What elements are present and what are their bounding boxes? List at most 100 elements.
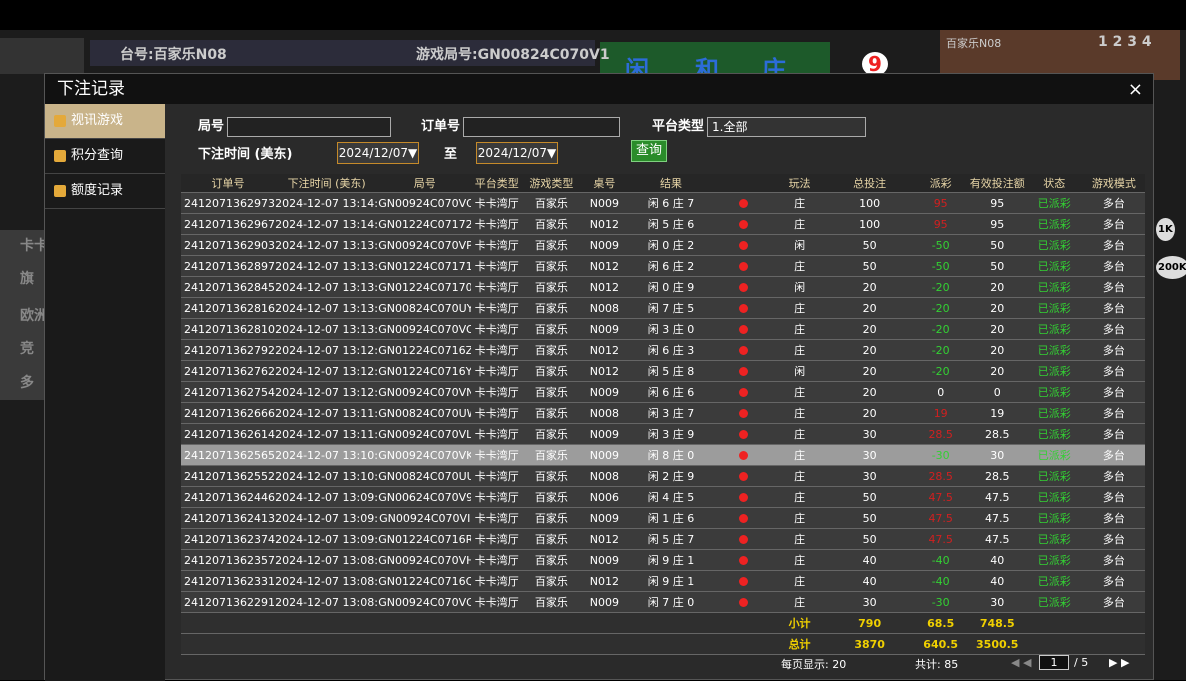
cell: 多台 (1082, 570, 1145, 592)
cell: 闲 3 庄 0 (628, 318, 714, 340)
cell: 2024-12-07 13:13:06 (275, 318, 379, 340)
cell: N012 (580, 360, 629, 382)
cell: 2024-12-07 13:13:51 (275, 234, 379, 256)
record-row: 2412071362614442024-12-07 13:11:19GN0092… (181, 423, 1145, 445)
cell: 241207136244601 (181, 486, 276, 508)
replay-icon[interactable] (738, 388, 748, 397)
cell: 30 (826, 444, 913, 466)
replay-cell (713, 486, 773, 508)
replay-icon[interactable] (738, 220, 748, 229)
replay-cell (713, 423, 773, 445)
cell: 241207136281699 (181, 297, 276, 319)
cell: 闲 (772, 360, 827, 382)
cell: 2024-12-07 13:13:21 (275, 276, 379, 298)
cell: 30 (826, 591, 913, 613)
cell: 闲 5 庄 6 (628, 213, 714, 235)
cell: GN00924C070VP (378, 234, 472, 256)
cell: GN01224C07170 (378, 276, 472, 298)
replay-icon[interactable] (738, 241, 748, 250)
column-header: 平台类型 (471, 174, 523, 193)
replay-cell (713, 318, 773, 340)
cell: 庄 (772, 423, 827, 445)
close-button[interactable]: × (1127, 79, 1143, 100)
record-row: 2412071362565322024-12-07 13:10:51GN0092… (181, 444, 1145, 466)
prev-buttons[interactable]: ◀ ◀ (1011, 656, 1032, 669)
cell: 闲 8 庄 0 (628, 444, 714, 466)
cell: 19 (912, 402, 969, 424)
cell: 241207136237475 (181, 528, 276, 550)
replay-icon[interactable] (738, 325, 748, 334)
replay-icon[interactable] (738, 556, 748, 565)
record-row: 2412071362291472024-12-07 13:08:23GN0092… (181, 591, 1145, 613)
cell: 2024-12-07 13:11:50 (275, 402, 379, 424)
cell: 多台 (1082, 444, 1145, 466)
sidebar-item[interactable]: 额度记录 (45, 174, 165, 209)
cell: 多台 (1082, 192, 1145, 214)
replay-icon[interactable] (738, 472, 748, 481)
cell: GN00824C070UU (378, 465, 472, 487)
column-header: 游戏类型 (522, 174, 581, 193)
side-menu-item: 欧洲 (20, 308, 48, 324)
cell: 50 (968, 234, 1026, 256)
cell: 40 (826, 570, 913, 592)
cell: 闲 9 庄 1 (628, 549, 714, 571)
replay-icon[interactable] (738, 367, 748, 376)
page-input[interactable]: 1 (1039, 655, 1069, 670)
cell: 闲 3 庄 9 (628, 423, 714, 445)
search-button[interactable]: 查询 (631, 140, 668, 162)
replay-icon[interactable] (738, 199, 748, 208)
record-row: 2412071362552182024-12-07 13:10:45GN0082… (181, 465, 1145, 487)
cell: GN00924C070VQ (378, 192, 472, 214)
side-menu-item: 多 (20, 375, 34, 391)
replay-icon[interactable] (738, 262, 748, 271)
cell: 2024-12-07 13:10:51 (275, 444, 379, 466)
table-bar (90, 40, 595, 66)
replay-icon[interactable] (738, 535, 748, 544)
cell: 20 (968, 339, 1026, 361)
cell: -30 (912, 444, 969, 466)
replay-icon[interactable] (738, 493, 748, 502)
platform-select[interactable]: 1.全部 (707, 117, 866, 137)
sidebar-item[interactable]: 视讯游戏 (45, 104, 165, 139)
cell: 卡卡湾厅 (471, 213, 523, 235)
replay-icon[interactable] (738, 409, 748, 418)
per-page: 每页显示: 20 (781, 658, 847, 671)
replay-icon[interactable] (738, 283, 748, 292)
replay-icon[interactable] (738, 577, 748, 586)
cell: 多台 (1082, 381, 1145, 403)
cell: 多台 (1082, 255, 1145, 277)
replay-cell (713, 402, 773, 424)
replay-icon[interactable] (738, 598, 748, 607)
cell: -30 (912, 591, 969, 613)
cell: 95 (968, 213, 1026, 235)
cell: 100 (826, 213, 913, 235)
replay-icon[interactable] (738, 451, 748, 460)
cell: 闲 0 庄 9 (628, 276, 714, 298)
cell: 2024-12-07 13:12:53 (275, 339, 379, 361)
cell: 28.5 (912, 465, 969, 487)
cell: 19 (968, 402, 1026, 424)
cell: N012 (580, 339, 629, 361)
replay-icon[interactable] (738, 430, 748, 439)
next-buttons[interactable]: ▶ ▶ (1109, 656, 1130, 669)
replay-cell (713, 591, 773, 613)
subtotal-row: 小计 790 68.5 748.5 (181, 612, 1145, 634)
bet-area (600, 42, 830, 77)
cell: 20 (826, 318, 913, 340)
replay-icon[interactable] (738, 304, 748, 313)
cell: 庄 (772, 381, 827, 403)
cell: 多台 (1082, 486, 1145, 508)
sidebar-item[interactable]: 积分查询 (45, 139, 165, 174)
date-from[interactable]: 2024/12/07▼ (337, 142, 419, 164)
replay-icon[interactable] (738, 346, 748, 355)
replay-icon[interactable] (738, 514, 748, 523)
round-input[interactable] (227, 117, 391, 137)
cell: 闲 7 庄 0 (628, 591, 714, 613)
order-input[interactable] (463, 117, 620, 137)
cell: GN00924C070VK (378, 444, 472, 466)
date-to[interactable]: 2024/12/07▼ (476, 142, 558, 164)
cell: GN00924C070VG (378, 591, 472, 613)
cell: 30 (968, 591, 1026, 613)
cell: 多台 (1082, 423, 1145, 445)
cell: 50 (968, 255, 1026, 277)
